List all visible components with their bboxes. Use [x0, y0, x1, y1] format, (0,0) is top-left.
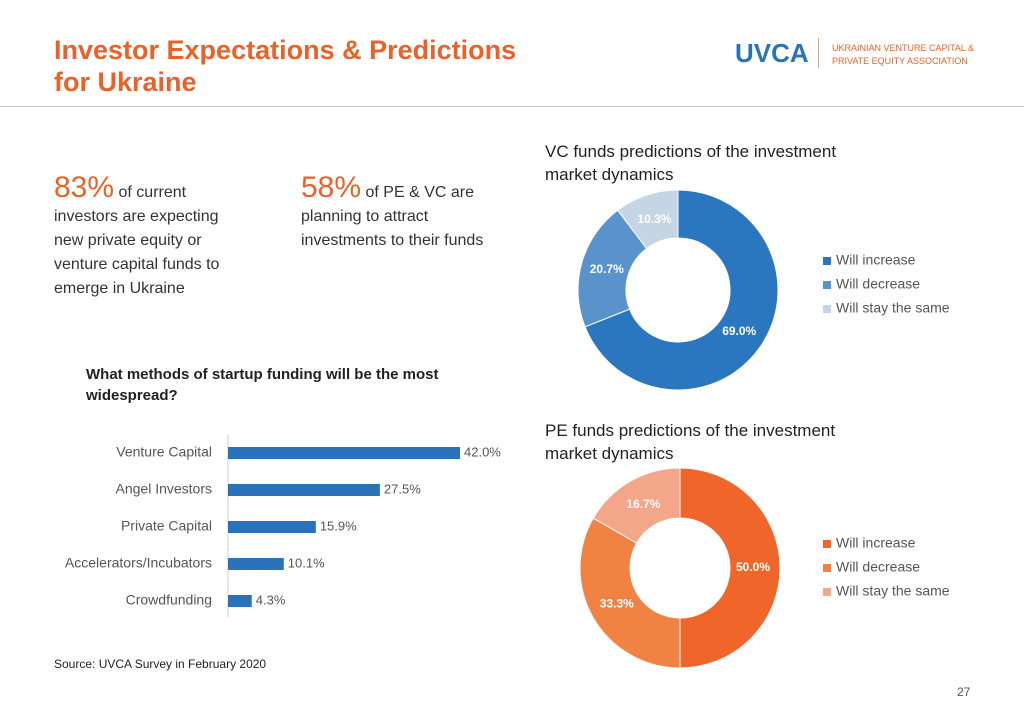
- value-label: 33.3%: [600, 597, 634, 611]
- value-label: 69.0%: [722, 324, 756, 338]
- legend-swatch: [823, 588, 831, 596]
- category-label: Angel Investors: [116, 481, 213, 497]
- slide-title: Investor Expectations & Predictions for …: [54, 35, 517, 97]
- value-label: 4.3%: [256, 592, 286, 607]
- bar: [228, 521, 316, 533]
- bar: [228, 484, 380, 496]
- chart-title: VC funds predictions of the investment m…: [545, 142, 837, 184]
- legend-label: Will decrease: [836, 276, 920, 292]
- stat: 83% of current investors are expecting n…: [54, 173, 249, 301]
- legend-label: Will stay the same: [836, 583, 950, 599]
- stat-text: of PE & VC are planning to attract inves…: [301, 184, 484, 249]
- donut-segment: [679, 467, 781, 669]
- value-label: 16.7%: [626, 497, 660, 511]
- legend-swatch: [823, 540, 831, 548]
- stat: 58% of PE & VC are planning to attract i…: [301, 173, 501, 253]
- legend-swatch: [823, 257, 831, 265]
- category-label: Private Capital: [121, 518, 212, 534]
- legend-label: Will decrease: [836, 559, 920, 575]
- legend-swatch: [823, 305, 831, 313]
- stat-text: of current investors are expecting new p…: [54, 184, 220, 297]
- donut-segment: [592, 467, 681, 544]
- stat-number: 83%: [54, 171, 115, 204]
- value-label: 20.7%: [590, 262, 624, 276]
- org-name: UKRAINIAN VENTURE CAPITAL & PRIVATE EQUI…: [832, 42, 974, 68]
- legend-swatch: [823, 281, 831, 289]
- chart-title: PE funds predictions of the investment m…: [545, 421, 836, 463]
- donut-segment: [584, 189, 779, 391]
- bar: [228, 558, 284, 570]
- org-line: PRIVATE EQUITY ASSOCIATION: [832, 56, 968, 66]
- value-label: 15.9%: [320, 518, 357, 533]
- bar: [228, 595, 252, 607]
- bar: [228, 447, 460, 459]
- logo: UVCA: [735, 38, 809, 68]
- category-label: Accelerators/Incubators: [65, 555, 212, 571]
- category-label: Venture Capital: [116, 444, 212, 460]
- value-label: 50.0%: [736, 560, 770, 574]
- legend-label: Will increase: [836, 535, 916, 551]
- header-rule: [0, 106, 1024, 107]
- legend-label: Will stay the same: [836, 300, 950, 316]
- category-label: Crowdfunding: [126, 592, 212, 608]
- value-label: 10.1%: [288, 555, 325, 570]
- donut-segment: [617, 189, 679, 250]
- logo-divider: [818, 38, 819, 68]
- org-line: UKRAINIAN VENTURE CAPITAL &: [832, 43, 975, 53]
- legend-swatch: [823, 564, 831, 572]
- value-label: 42.0%: [464, 444, 501, 459]
- value-label: 27.5%: [384, 481, 421, 496]
- value-label: 10.3%: [637, 212, 671, 226]
- legend-label: Will increase: [836, 252, 916, 268]
- stat-number: 58%: [301, 171, 362, 204]
- donut-segment: [579, 517, 681, 669]
- page-number: 27: [957, 685, 971, 699]
- chart-title: What methods of startup funding will be …: [86, 366, 439, 404]
- source: Source: UVCA Survey in February 2020: [54, 657, 267, 671]
